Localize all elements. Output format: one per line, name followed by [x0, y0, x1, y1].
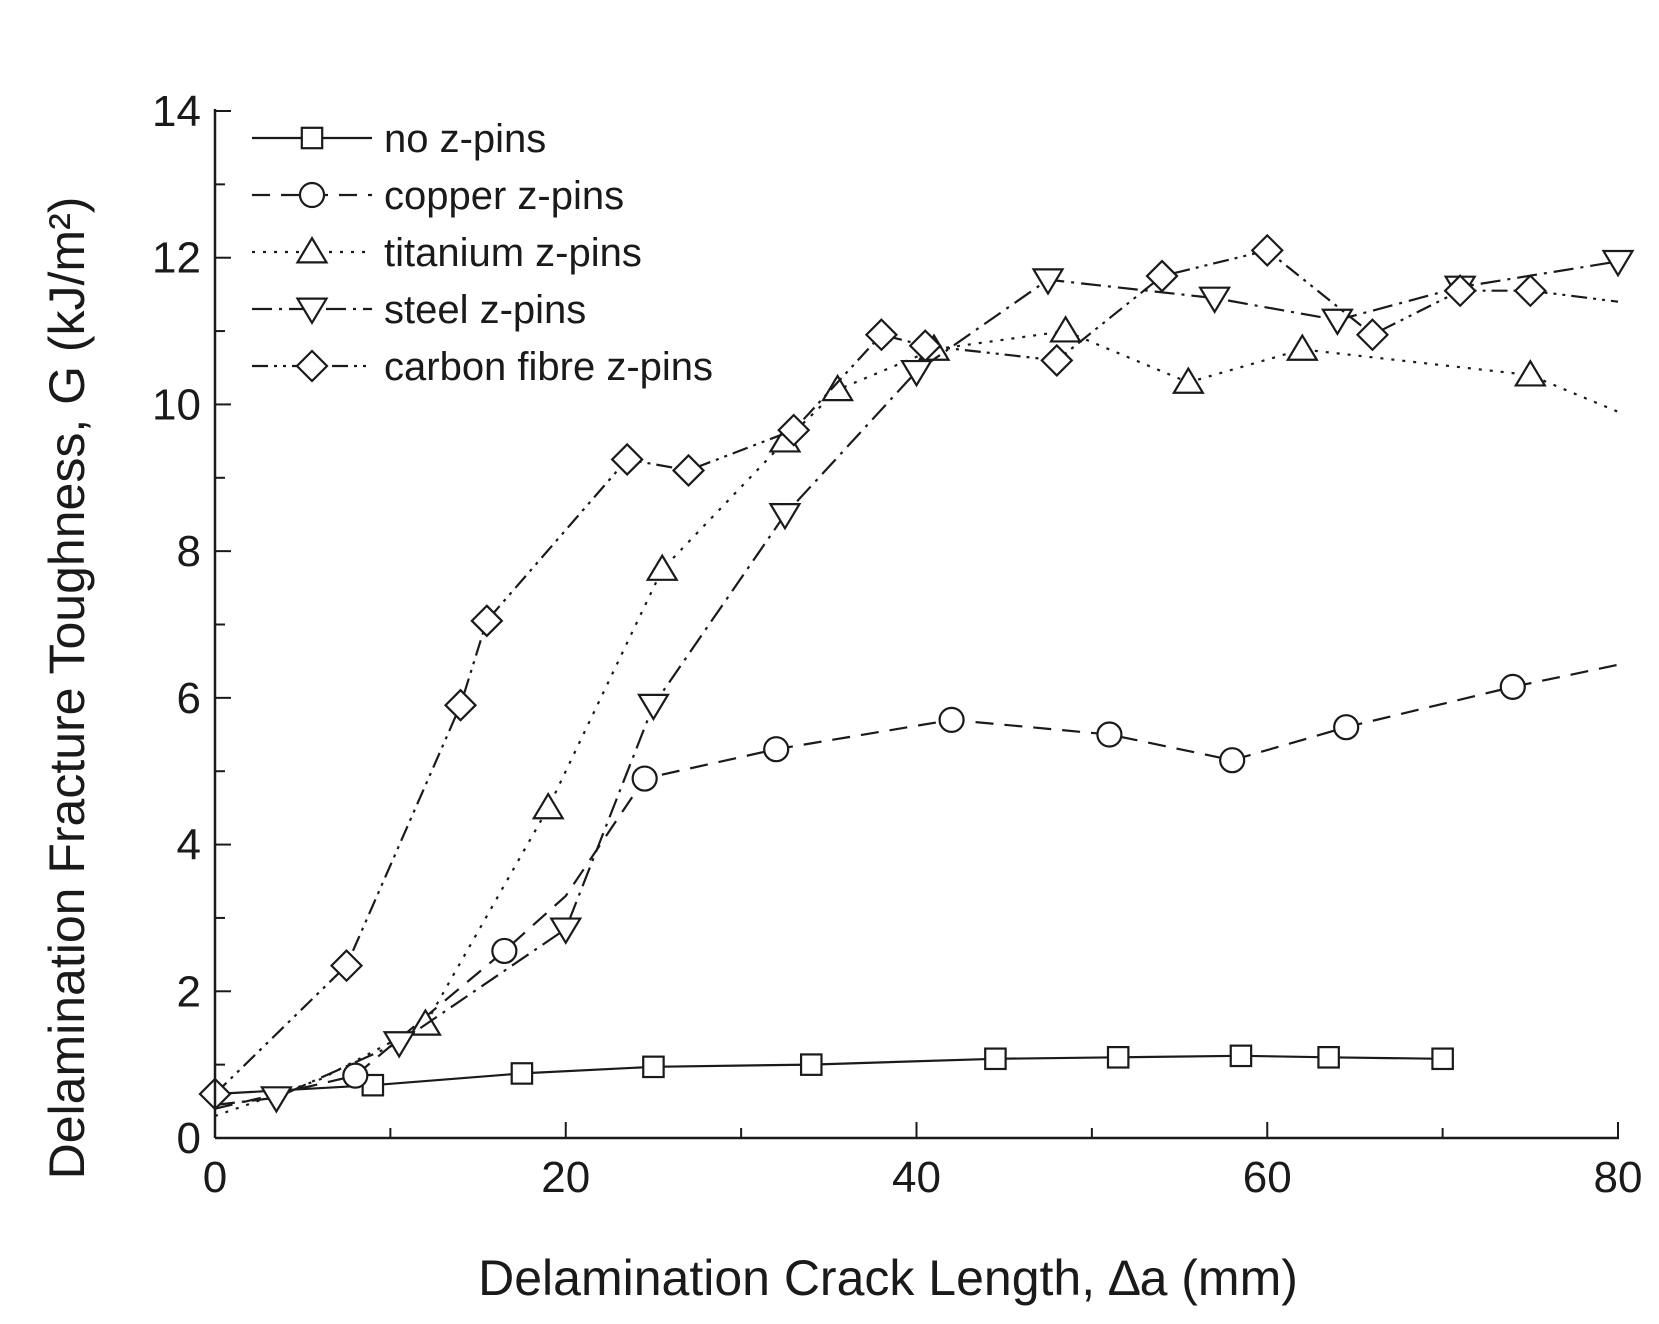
y-tick-label: 2	[177, 967, 201, 1016]
data-point	[642, 1055, 665, 1079]
data-point	[1250, 233, 1284, 267]
data-point	[531, 791, 565, 820]
data-point	[821, 373, 855, 402]
legend-marker	[295, 349, 329, 383]
legend-label: copper z-pins	[384, 174, 624, 218]
data-point	[342, 1062, 369, 1089]
data-point	[1219, 747, 1246, 774]
series-line	[214, 329, 1619, 1118]
data-point	[1031, 268, 1065, 296]
series-no-z-pins	[214, 1044, 1454, 1097]
legend-marker	[295, 297, 329, 325]
data-point	[1443, 274, 1477, 308]
data-point	[1320, 308, 1354, 337]
y-tick-label: 10	[152, 380, 201, 429]
data-point	[864, 318, 898, 352]
series-line	[214, 260, 1619, 1107]
data-point	[510, 1062, 534, 1085]
legend-marker	[300, 126, 324, 150]
data-point	[1049, 315, 1083, 343]
x-tick-label: 60	[1243, 1153, 1292, 1202]
data-point	[908, 329, 942, 363]
series-line	[214, 249, 1619, 1095]
data-point	[900, 359, 933, 388]
data-point	[549, 917, 583, 945]
data-point	[610, 442, 644, 477]
y-axis-label: Delamination Fracture Toughness, G (kJ/m…	[39, 197, 95, 1180]
series-titanium-z-pins	[214, 315, 1619, 1118]
legend-entry: steel z-pins	[252, 288, 586, 332]
data-point	[382, 1031, 416, 1059]
x-axis-label: Delamination Crack Length, ∆a (mm)	[478, 1250, 1298, 1306]
data-point	[645, 553, 679, 581]
data-point	[1145, 259, 1179, 293]
axes: 0 20 40 60 80 0 2 4 6 8 10 12 14	[152, 87, 1642, 1202]
data-point	[1106, 1046, 1130, 1069]
data-point	[1431, 1047, 1454, 1071]
data-point	[1285, 333, 1319, 361]
x-tick-label: 0	[203, 1153, 227, 1202]
data-point	[329, 949, 364, 983]
legend-label: carbon fibre z-pins	[384, 345, 713, 389]
y-tick-label: 4	[177, 821, 201, 870]
data-point	[984, 1047, 1007, 1071]
x-tick-label: 40	[892, 1153, 941, 1202]
data-point	[1096, 721, 1123, 748]
data-point	[470, 604, 504, 638]
legend-marker	[295, 236, 329, 264]
data-point	[631, 765, 658, 792]
legend-entry: no z-pins	[252, 117, 546, 161]
data-point	[1513, 274, 1547, 308]
x-tick-label: 20	[541, 1153, 590, 1202]
data-point	[763, 736, 790, 763]
legend-marker	[298, 181, 326, 209]
data-point	[491, 937, 518, 965]
data-point	[1040, 343, 1074, 377]
series-carbon-fibre-z-pins	[198, 233, 1619, 1111]
legend-entry: carbon fibre z-pins	[252, 345, 713, 389]
plot-area	[198, 233, 1635, 1118]
series-line	[214, 1054, 1443, 1096]
data-point	[799, 1053, 823, 1076]
data-point	[1171, 366, 1205, 394]
y-tick-label: 12	[152, 234, 201, 283]
data-point	[1355, 318, 1390, 352]
data-point	[1499, 673, 1526, 700]
legend-entry: titanium z-pins	[252, 231, 642, 275]
data-point	[671, 453, 706, 488]
series-copper-z-pins	[214, 663, 1619, 1110]
data-point	[1229, 1044, 1253, 1068]
series-line	[214, 663, 1619, 1110]
data-point	[637, 693, 670, 722]
x-tick-label: 80	[1594, 1153, 1643, 1202]
data-point	[1513, 359, 1547, 387]
data-point	[777, 413, 811, 447]
legend-label: no z-pins	[384, 117, 546, 161]
data-point	[768, 503, 802, 531]
data-point	[1333, 714, 1360, 741]
y-tick-label: 14	[152, 87, 201, 136]
legend-label: titanium z-pins	[384, 231, 642, 275]
data-point	[938, 706, 965, 733]
y-tick-label: 0	[177, 1114, 201, 1163]
data-point	[443, 688, 478, 722]
y-tick-label: 8	[177, 527, 201, 576]
data-point	[1317, 1046, 1340, 1069]
data-point	[1198, 286, 1232, 314]
y-tick-label: 6	[177, 674, 201, 723]
legend-label: steel z-pins	[384, 288, 586, 332]
legend: no z-pins copper z-pins titanium z-pins ste…	[252, 117, 713, 389]
data-point	[259, 1086, 293, 1114]
data-point	[1601, 249, 1635, 278]
data-point	[409, 1008, 442, 1036]
legend-entry: copper z-pins	[252, 174, 624, 218]
